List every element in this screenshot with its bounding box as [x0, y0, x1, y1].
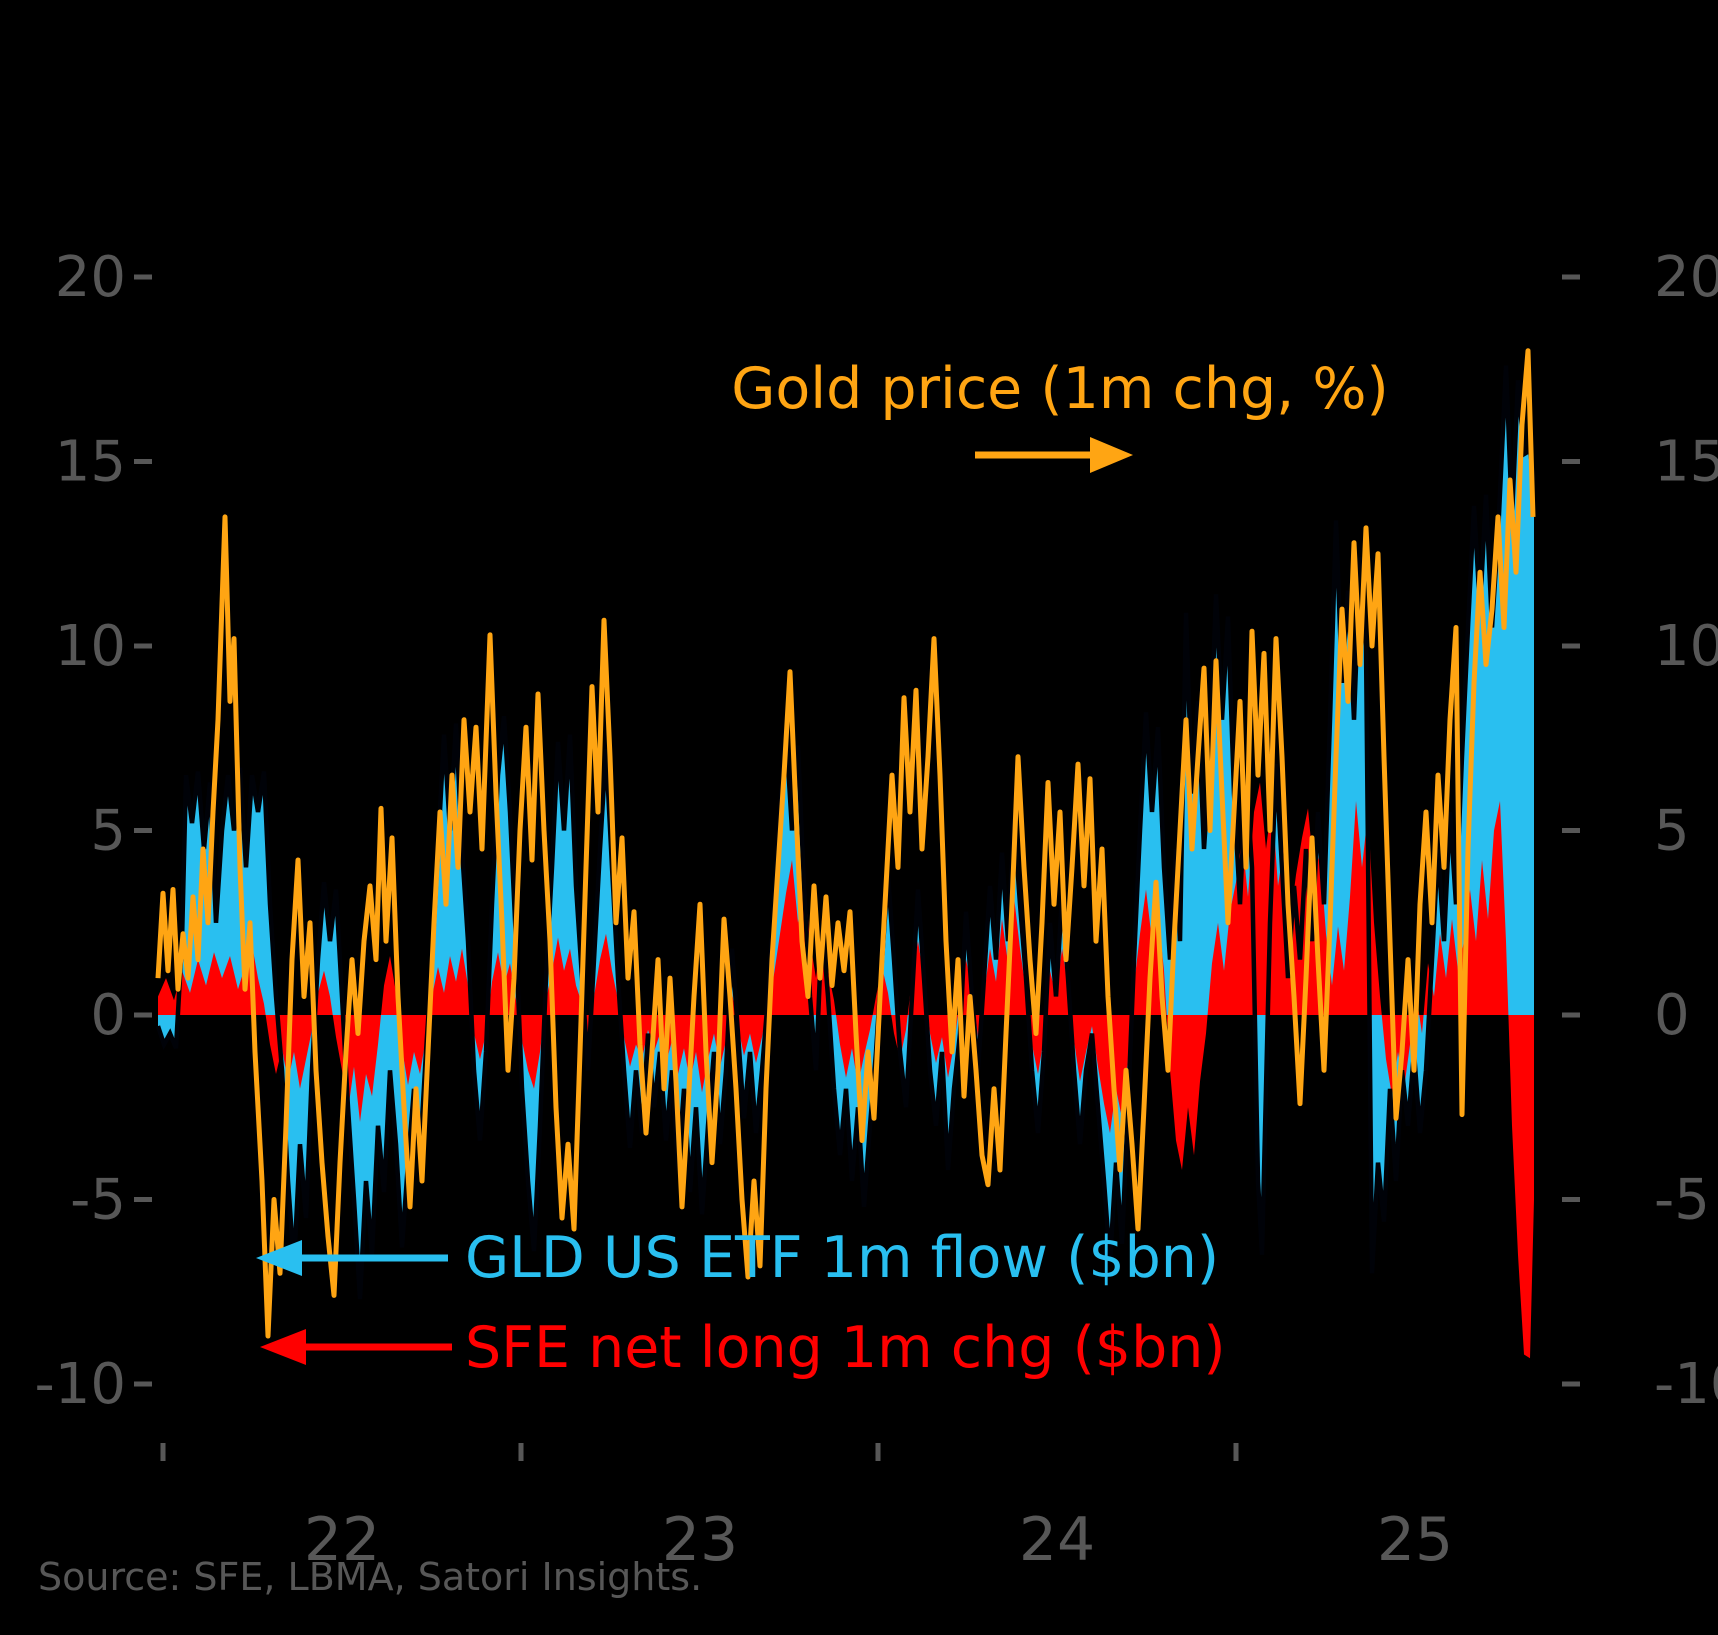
- x-axis-year-label: 23: [662, 1505, 738, 1575]
- y-tick-left: [134, 1012, 152, 1018]
- y-tick-right: [1562, 1197, 1580, 1202]
- y-tick-left: [134, 274, 152, 280]
- y-axis-label-left: 15: [55, 430, 126, 495]
- axes-layer: 20 20 15 15 10 10 5 5 0 0 -5 -5 -10 -10 22 23 24 25: [35, 245, 1718, 1575]
- source-note: Source: SFE, LBMA, Satori Insights.: [38, 1555, 702, 1599]
- x-axis-year-label: 25: [1377, 1505, 1453, 1575]
- gold-arrow-icon: [975, 437, 1133, 473]
- y-tick-left: [134, 828, 152, 833]
- x-tick: [160, 1443, 166, 1461]
- y-tick-right: [1562, 1012, 1580, 1018]
- y-tick-left: [134, 643, 152, 649]
- x-tick: [518, 1443, 524, 1461]
- x-axis-year-label: 24: [1019, 1505, 1095, 1575]
- y-tick-right: [1562, 274, 1580, 280]
- series-layer: [155, 348, 1537, 1359]
- x-axis-year-label: 22: [304, 1505, 380, 1575]
- y-axis-label-right: -5: [1654, 1168, 1710, 1233]
- y-tick-right: [1562, 828, 1580, 833]
- y-tick-right: [1562, 459, 1580, 464]
- x-tick: [1233, 1443, 1239, 1461]
- y-axis-label-right: 10: [1654, 614, 1718, 679]
- sfe-arrow-icon: [260, 1329, 452, 1365]
- y-axis-label-left: 10: [55, 614, 126, 679]
- y-tick-left: [134, 459, 152, 464]
- legend-sfe-label: SFE net long 1m chg ($bn): [465, 1315, 1226, 1381]
- y-axis-label-right: 0: [1654, 983, 1690, 1048]
- etf-flow-outline: [155, 365, 1537, 1300]
- y-axis-label-left: -5: [70, 1168, 126, 1233]
- y-axis-label-left: -10: [35, 1352, 126, 1417]
- etf-arrow-icon: [256, 1240, 448, 1276]
- y-tick-left: [134, 1381, 152, 1387]
- y-tick-left: [134, 1197, 152, 1202]
- y-axis-label-right: 5: [1654, 799, 1690, 864]
- gold-price-line: [155, 348, 1536, 1339]
- x-tick: [875, 1443, 881, 1461]
- legend-gold-label: Gold price (1m chg, %): [731, 356, 1389, 422]
- sfe-net-long-area: [158, 782, 1534, 1359]
- y-axis-label-right: 15: [1654, 430, 1718, 495]
- y-axis-label-left: 5: [90, 799, 126, 864]
- y-axis-label-right: -10: [1654, 1352, 1718, 1417]
- y-tick-right: [1562, 1381, 1580, 1387]
- y-axis-label-left: 0: [90, 983, 126, 1048]
- y-axis-label-right: 20: [1654, 245, 1718, 310]
- legend-etf-label: GLD US ETF 1m flow ($bn): [465, 1225, 1219, 1291]
- y-axis-label-left: 20: [55, 245, 126, 310]
- y-tick-right: [1562, 643, 1580, 649]
